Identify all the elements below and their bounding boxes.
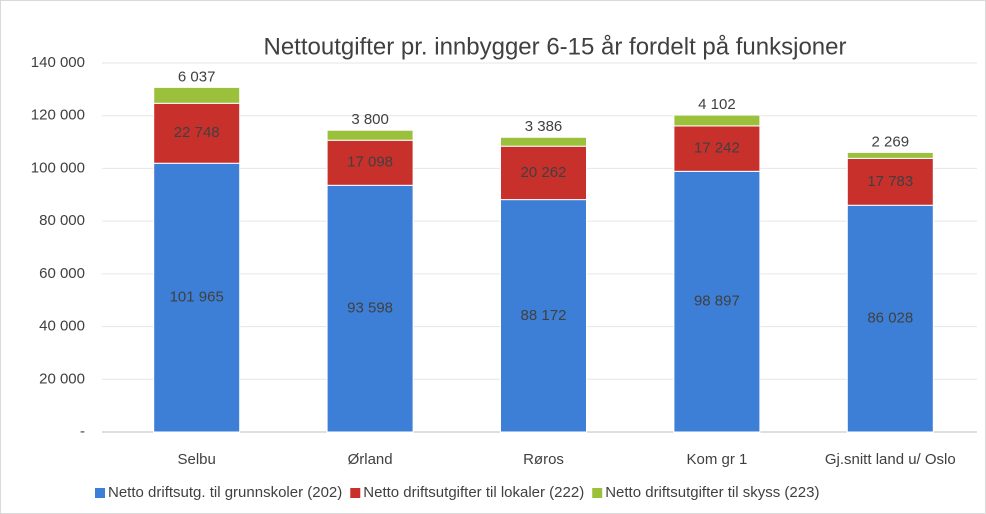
y-tick-label: - — [80, 423, 85, 440]
x-tick-label: Røros — [523, 451, 564, 468]
data-label: 17 783 — [867, 173, 913, 190]
legend-swatch — [350, 488, 361, 498]
bar-segment — [500, 136, 587, 147]
bar-segment — [846, 151, 934, 159]
bar-segment — [673, 125, 761, 172]
bar-segment — [153, 102, 241, 164]
data-label: 22 748 — [174, 124, 220, 141]
data-label: 4 102 — [698, 96, 736, 113]
data-label: 101 965 — [170, 289, 224, 306]
data-label: 3 800 — [351, 111, 389, 128]
data-label: 17 242 — [694, 140, 740, 157]
bar-segment — [153, 162, 241, 433]
data-label: 3 386 — [525, 118, 563, 135]
bar-segment — [500, 199, 587, 433]
x-tick-label: Selbu — [178, 451, 216, 468]
y-tick-label: 40 000 — [39, 318, 85, 335]
bar-segment — [326, 184, 414, 433]
bar-segment — [846, 157, 934, 206]
bar-segment — [153, 86, 241, 104]
bar-segment — [326, 129, 414, 141]
legend-swatch — [95, 488, 105, 498]
bar-segment — [326, 139, 414, 186]
data-label: 2 269 — [872, 133, 910, 150]
x-tick-label: Kom gr 1 — [686, 451, 747, 468]
data-label: 86 028 — [867, 310, 913, 327]
y-tick-label: 100 000 — [31, 159, 85, 176]
bar-segment — [673, 114, 761, 127]
data-label: 17 098 — [347, 154, 393, 171]
x-tick-label: Gj.snitt land u/ Oslo — [825, 451, 956, 468]
data-label: 20 262 — [521, 164, 567, 181]
y-tick-label: 140 000 — [31, 54, 85, 71]
legend-label: Netto driftsutgifter til lokaler (222) — [363, 484, 584, 501]
x-tick-label: Ørland — [348, 451, 393, 468]
data-label: 6 037 — [178, 68, 216, 85]
data-label: 93 598 — [347, 300, 393, 317]
y-tick-label: 20 000 — [39, 370, 85, 387]
legend-swatch — [592, 488, 603, 498]
legend-label: Netto driftsutg. til grunnskoler (202) — [108, 484, 342, 501]
bar-segment — [846, 204, 934, 433]
chart-title: Nettoutgifter pr. innbygger 6-15 år ford… — [263, 33, 846, 60]
data-label: 88 172 — [521, 307, 567, 324]
y-tick-label: 80 000 — [39, 212, 85, 229]
data-label: 98 897 — [694, 293, 740, 310]
legend-label: Netto driftsutgifter til skyss (223) — [605, 484, 819, 501]
y-tick-label: 60 000 — [39, 265, 85, 282]
y-tick-label: 120 000 — [31, 107, 85, 124]
